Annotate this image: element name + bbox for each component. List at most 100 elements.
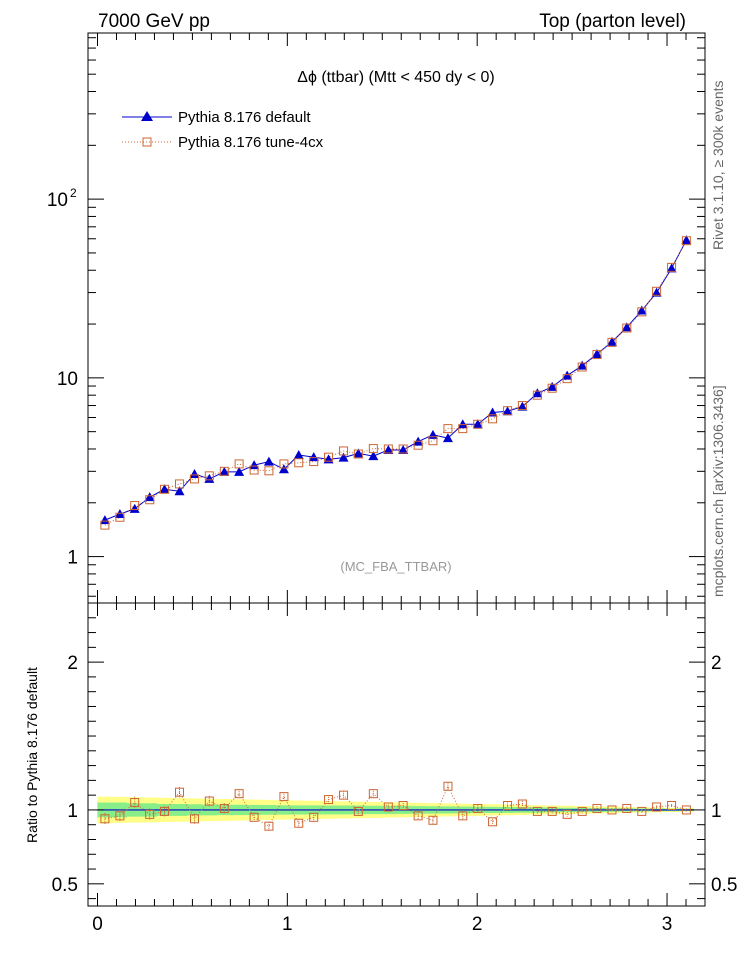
- header-right-label: Top (parton level): [539, 11, 686, 32]
- y-tick-label: 1: [67, 548, 78, 569]
- data-point-tune: [368, 444, 378, 454]
- x-tick-label: 2: [472, 914, 483, 935]
- data-point-default: [666, 263, 677, 273]
- legend-marker-tune: [142, 137, 152, 147]
- data-point-tune: [145, 495, 155, 505]
- data-point-tune: [547, 383, 557, 393]
- ratio-point-tune: [204, 796, 214, 806]
- data-point-default: [547, 381, 558, 391]
- data-point-tune: [577, 362, 587, 372]
- data-point-default: [204, 473, 215, 483]
- y-tick-label-ratio: 2: [67, 653, 78, 674]
- y-tick-label-exponent: 2: [70, 186, 77, 200]
- data-point-default: [159, 484, 170, 494]
- y-tick-label: 10: [57, 369, 78, 390]
- data-point-tune: [562, 374, 572, 384]
- data-point-tune: [637, 307, 647, 317]
- ratio-point-tune: [160, 806, 170, 816]
- data-point-tune: [398, 444, 408, 454]
- ratio-point-tune: [637, 806, 647, 816]
- data-point-default: [368, 451, 379, 461]
- data-point-tune: [279, 459, 289, 469]
- data-point-default: [144, 492, 155, 502]
- data-point-default: [129, 503, 140, 513]
- data-point-tune: [592, 350, 602, 360]
- ratio-point-tune: [249, 812, 259, 822]
- data-point-tune: [294, 458, 304, 468]
- data-point-default: [174, 486, 185, 496]
- ratio-point-tune: [100, 814, 110, 824]
- x-tick-label: 0: [92, 914, 103, 935]
- ratio-point-tune: [413, 811, 423, 821]
- y-tick-label-ratio-right: 0.5: [711, 875, 737, 896]
- ratio-point-tune: [652, 802, 662, 812]
- data-point-tune: [503, 406, 513, 416]
- ratio-point-tune: [190, 814, 200, 824]
- y-tick-label-ratio-right: 2: [711, 653, 722, 674]
- data-point-default: [651, 287, 662, 297]
- data-point-default: [234, 466, 245, 476]
- ratio-point-tune: [547, 806, 557, 816]
- data-point-default: [681, 235, 692, 245]
- data-point-default: [219, 466, 230, 476]
- ratio-point-tune: [517, 799, 527, 809]
- rivet-label: Rivet 3.1.10, ≥ 300k events: [710, 80, 726, 250]
- ratio-point-tune: [130, 798, 140, 808]
- data-point-default: [457, 419, 468, 429]
- mcplots-label: mcplots.cern.ch [arXiv:1306.3436]: [710, 385, 726, 597]
- ratio-point-tune: [458, 811, 468, 821]
- data-point-tune: [532, 390, 542, 400]
- ratio-series: [100, 781, 691, 831]
- ratio-point-tune: [681, 805, 691, 815]
- ratio-point-tune: [294, 818, 304, 828]
- data-point-default: [353, 448, 364, 458]
- data-point-tune: [428, 436, 438, 446]
- ratio-point-tune: [264, 821, 274, 831]
- ratio-frame: [87, 602, 706, 907]
- y-tick-label: 10: [47, 190, 68, 211]
- ratio-point-tune: [309, 812, 319, 822]
- header-left-label: 7000 GeV pp: [98, 11, 210, 32]
- data-point-tune: [413, 440, 423, 450]
- data-point-tune: [234, 459, 244, 469]
- data-point-tune: [622, 323, 632, 333]
- ratio-band: [97, 796, 694, 824]
- data-point-default: [383, 444, 394, 454]
- data-point-tune: [204, 471, 214, 481]
- ratio-point-tune: [607, 805, 617, 815]
- data-point-tune: [473, 419, 483, 429]
- data-point-tune: [339, 446, 349, 456]
- data-point-default: [338, 452, 349, 462]
- ratio-ylabel: Ratio to Pythia 8.176 default: [24, 667, 40, 843]
- data-point-tune: [681, 236, 691, 246]
- data-point-default: [487, 407, 498, 417]
- legend-marker-default: [141, 111, 153, 121]
- data-point-tune: [100, 520, 110, 530]
- data-point-tune: [219, 466, 229, 476]
- ratio-panel: 0 1 2 3 0.5 0.5 1 1 2 2 Ratio to Pythia 8.176 def…: [24, 602, 737, 935]
- data-point-tune: [353, 449, 363, 459]
- data-point-tune: [309, 457, 319, 467]
- ratio-point-tune: [145, 809, 155, 819]
- legend-label-tune: Pythia 8.176 tune-4cx: [178, 134, 324, 151]
- data-point-tune: [652, 286, 662, 296]
- data-point-default: [636, 305, 647, 315]
- data-point-tune: [130, 501, 140, 511]
- data-point-default: [472, 419, 483, 429]
- data-point-tune: [443, 424, 453, 434]
- ratio-point-tune: [398, 800, 408, 810]
- data-point-default: [591, 348, 602, 358]
- ratio-point-tune: [488, 817, 498, 827]
- ratio-point-tune: [324, 795, 334, 805]
- data-point-default: [577, 360, 588, 370]
- data-point-default: [621, 322, 632, 332]
- y-tick-label-ratio: 1: [67, 801, 78, 822]
- data-point-tune: [115, 512, 125, 522]
- data-point-default: [278, 464, 289, 474]
- data-point-default: [263, 456, 274, 466]
- data-point-tune: [517, 401, 527, 411]
- data-point-default: [532, 388, 543, 398]
- main-title: Δϕ (ttbar) (Mtt < 450 dy < 0): [297, 69, 495, 86]
